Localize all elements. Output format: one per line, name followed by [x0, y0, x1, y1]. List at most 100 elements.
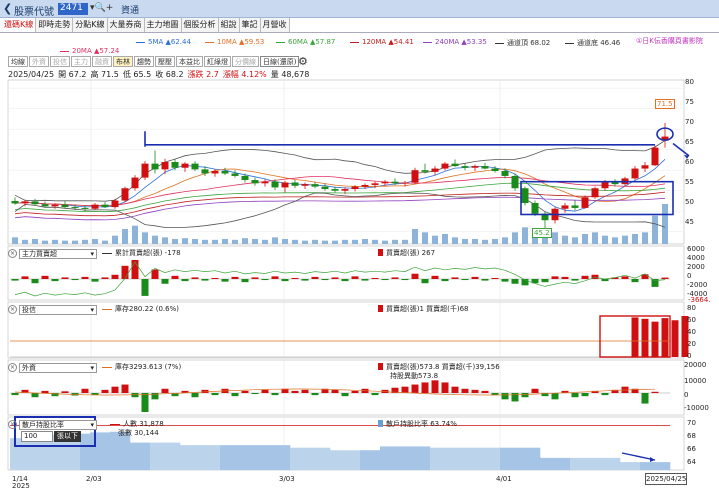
major-net-bar [21, 276, 29, 279]
candle-body [181, 163, 189, 168]
major-net-bar [281, 279, 289, 282]
close-icon[interactable]: × [8, 363, 17, 372]
candle-body [61, 204, 69, 208]
volume-bar [232, 239, 238, 244]
trust-indicator-select[interactable]: 投信 [19, 304, 97, 315]
volume-bar [632, 234, 638, 244]
toggle-ma[interactable]: 均線 [8, 56, 28, 67]
toggle-margin[interactable]: 融資 [92, 56, 112, 67]
candle-body [661, 136, 669, 141]
tab-group[interactable]: 組說 [218, 18, 240, 32]
candle-body [651, 147, 659, 166]
major-indicator-select[interactable]: 主力買賣超 [19, 248, 97, 259]
retail-ratio-bar [430, 447, 441, 470]
foreign-net-bar [391, 387, 399, 393]
candle-body [461, 166, 469, 168]
toggle-pressure[interactable]: 壓壓 [155, 56, 175, 67]
major-net-bar [191, 277, 199, 279]
major-net-bar [91, 279, 99, 282]
major-net-bar [321, 279, 329, 281]
close-icon[interactable]: × [8, 305, 17, 314]
major-net-bar [541, 279, 549, 283]
retail-ratio-bar [620, 462, 631, 470]
toggle-trend[interactable]: 趨勢 [134, 56, 154, 67]
close-icon[interactable]: × [8, 249, 17, 258]
ohlc-date: 2025/04/25 [8, 70, 55, 79]
ma120-line [14, 191, 666, 217]
volume-bar [282, 239, 288, 244]
major-net-bar [501, 279, 509, 282]
foreign-net-bar [611, 389, 619, 393]
tab-notes[interactable]: 筆記 [239, 18, 261, 32]
foreign-net-bar [181, 390, 189, 393]
toggle-trust[interactable]: 投信 [50, 56, 70, 67]
panel-frame [7, 245, 685, 301]
toggle-price-volume[interactable]: 分價線 [232, 56, 259, 67]
foreign-net-bar [101, 389, 109, 393]
candle-body [361, 184, 369, 187]
foreign-indicator-select[interactable]: 外資 [19, 362, 97, 373]
volume-bar [422, 232, 428, 244]
tab-branch-kline[interactable]: 分點K線 [73, 18, 108, 32]
tab-major-map[interactable]: 主力地圖 [144, 18, 182, 32]
toggle-foreign[interactable]: 外資 [29, 56, 49, 67]
tab-stock-analysis[interactable]: 個股分析 [181, 18, 219, 32]
price-tick: 65 [685, 138, 694, 146]
volume-bar [192, 239, 198, 244]
holders-tick: 66 [687, 445, 696, 453]
foreign-net-bar [581, 393, 589, 397]
major-net-bar [571, 279, 579, 281]
retail-ratio-bar [530, 447, 541, 470]
threshold-select[interactable]: 100 [21, 431, 53, 442]
retail-ratio-bar [650, 462, 661, 470]
holders-indicator-select[interactable]: 散戶持股比率 [19, 419, 97, 430]
retail-ratio-bar [420, 446, 431, 470]
major-legend-cumulative: 累計買賣超(張) -178 [102, 248, 181, 258]
major-net-bar [81, 276, 89, 279]
close-icon[interactable]: × [8, 420, 17, 429]
foreign-net-bar [471, 389, 479, 393]
major-net-bar [371, 277, 379, 279]
tab-intraday[interactable]: 即時走勢 [36, 18, 74, 32]
toggle-pe[interactable]: 本益比 [176, 56, 203, 67]
foreign-net-bar [441, 382, 449, 393]
gear-icon[interactable]: ⚙ [298, 55, 308, 68]
retail-ratio-bar [370, 450, 381, 470]
volume-bar [622, 235, 628, 244]
toggle-major[interactable]: 主力 [71, 56, 91, 67]
toggle-bollinger[interactable]: 布林 [113, 56, 133, 67]
retail-ratio-bar [540, 457, 551, 470]
ohlc-change-pct: 漲幅 4.12% [222, 70, 267, 79]
stock-code-label: 股票代號 [14, 7, 54, 18]
candle-body [231, 173, 239, 176]
major-net-bar [651, 279, 659, 287]
settings-link[interactable]: ①日K伝香購頁書影院 [636, 37, 703, 45]
toggle-traffic-light[interactable]: 紅綠燈 [204, 56, 231, 67]
retail-ratio-bar [610, 457, 621, 470]
candle-body [151, 163, 159, 170]
retail-ratio-bar [250, 445, 261, 470]
candle-body [281, 182, 289, 188]
tab-big-brokers[interactable]: 大量券商 [107, 18, 145, 32]
tab-adjusted-kline[interactable]: 還碼K線 [0, 18, 37, 32]
stock-code-input[interactable]: 2471 [58, 3, 88, 15]
chevron-left-icon[interactable]: ❮ [3, 2, 13, 15]
search-icon[interactable]: ▾🔍+ [90, 3, 114, 13]
retail-ratio-bar [270, 445, 281, 470]
candle-body [331, 189, 339, 191]
foreign-tick: 10000 [684, 377, 707, 385]
major-tick: -2000 [687, 281, 708, 289]
major-net-bar [381, 279, 389, 281]
major-net-bar [421, 279, 429, 284]
volume-bar [452, 237, 458, 244]
volume-bar [562, 235, 568, 244]
foreign-net-bar [111, 386, 119, 393]
tab-monthly-revenue[interactable]: 月營收 [260, 18, 290, 32]
volume-bar [22, 239, 28, 244]
volume-bar [442, 234, 448, 244]
holders-tick: 64 [687, 458, 696, 466]
volume-bar [92, 239, 98, 244]
period-select[interactable]: 日線(還原) [260, 56, 300, 67]
major-net-bar [291, 277, 299, 279]
annotation-arrow [672, 142, 690, 157]
